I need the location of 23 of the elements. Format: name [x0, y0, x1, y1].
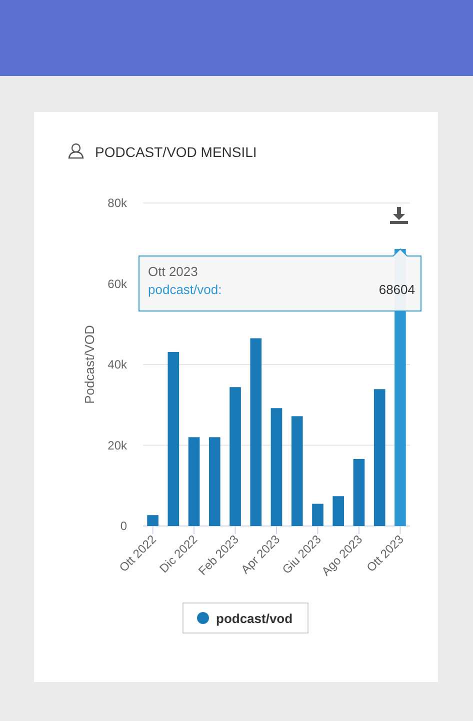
bar	[147, 515, 158, 526]
bar	[374, 389, 386, 526]
chart-title: PODCAST/VOD MENSILI	[95, 144, 257, 160]
annotation: Ott 2023	[148, 264, 198, 280]
bar	[250, 338, 262, 526]
legend-label: podcast/vod	[216, 611, 293, 626]
y-tick-label: 0	[120, 519, 128, 533]
annotation: podcast/vod:	[148, 282, 222, 298]
bar	[291, 416, 303, 526]
bar	[188, 437, 200, 526]
bar	[230, 387, 241, 526]
y-axis-title: Podcast/VOD	[82, 325, 97, 404]
y-tick-label: 40k	[108, 358, 128, 372]
y-tick-label: 60k	[108, 276, 128, 291]
bar	[332, 496, 344, 526]
bar	[353, 458, 365, 526]
y-tick-label: 20k	[108, 438, 128, 452]
bar	[168, 352, 180, 526]
bar	[208, 437, 220, 526]
bar	[312, 504, 324, 526]
bar	[270, 408, 282, 526]
annotation: 68604	[378, 282, 415, 298]
y-tick-label: 80k	[108, 196, 128, 210]
